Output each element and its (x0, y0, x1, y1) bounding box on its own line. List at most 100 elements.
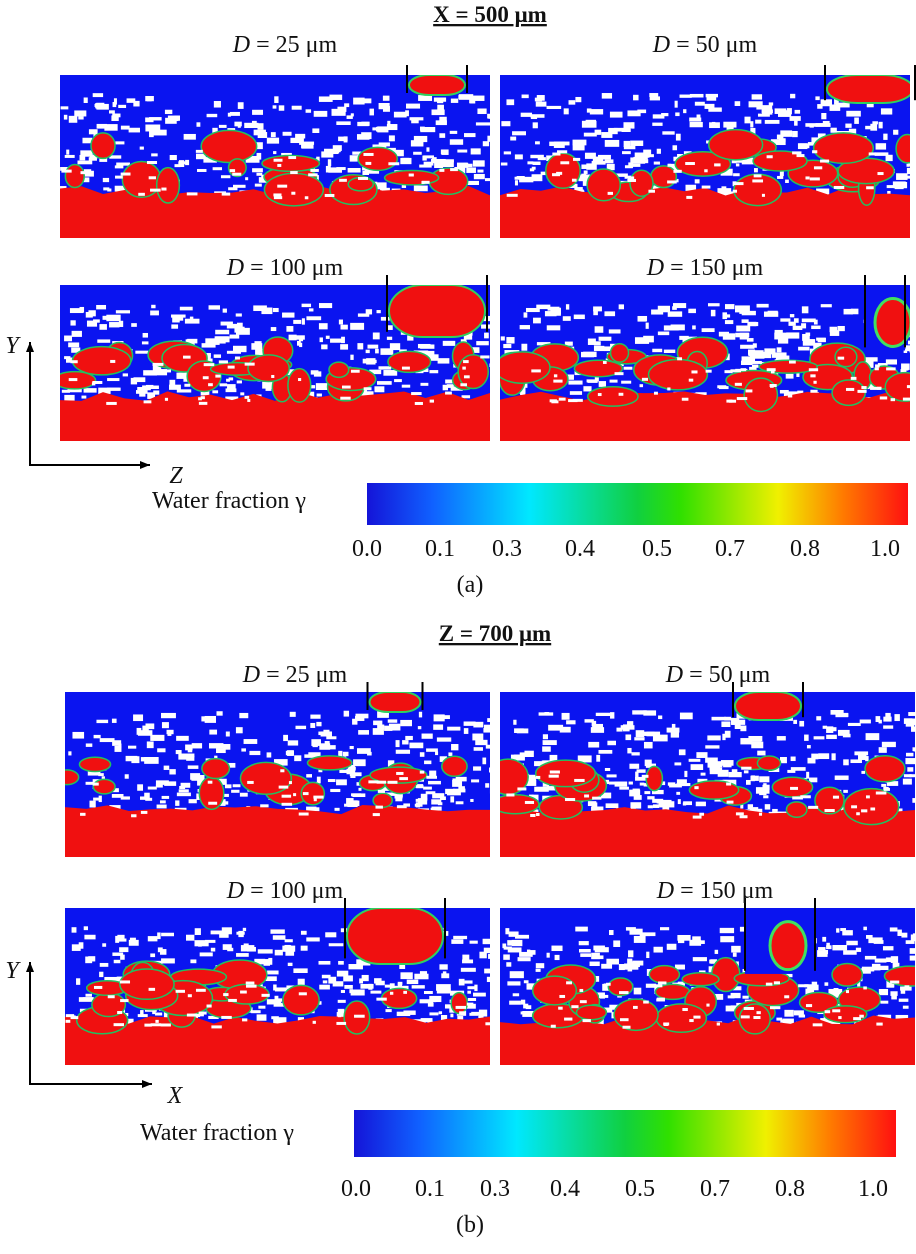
fibre (527, 161, 534, 165)
fibre (270, 327, 277, 332)
fibre (395, 796, 403, 802)
fibre (195, 988, 206, 992)
fibre (98, 773, 104, 777)
frame-variable: D (665, 662, 683, 688)
fibre (396, 771, 404, 775)
fibre (150, 953, 156, 958)
fibre (647, 154, 654, 158)
frame-value: = 25 μm (260, 662, 347, 688)
fibre (429, 1012, 439, 1016)
fibre (889, 927, 898, 932)
fibre (380, 348, 394, 355)
fibre (103, 187, 110, 191)
fibre (426, 354, 439, 361)
fibre (225, 388, 237, 393)
fibre (817, 133, 826, 139)
fibre (431, 806, 442, 811)
fibre (689, 117, 702, 122)
fibre (631, 752, 640, 756)
fibre (420, 1018, 433, 1023)
fibre (829, 326, 838, 333)
fibre (913, 747, 915, 752)
fibre (790, 767, 806, 771)
fibre (473, 721, 484, 728)
fibre (572, 143, 585, 151)
fibre (726, 782, 732, 786)
fibre (228, 385, 234, 389)
fibre (503, 343, 512, 349)
fibre (550, 1024, 556, 1028)
fibre (372, 184, 386, 189)
fibre (179, 306, 193, 311)
fibre (433, 714, 445, 722)
fibre (450, 98, 459, 103)
fibre (546, 105, 562, 110)
fibre (356, 748, 371, 754)
fibre (533, 317, 541, 324)
fibre (452, 780, 463, 787)
fibre (429, 399, 435, 403)
fibre (752, 343, 757, 348)
fibre (683, 801, 693, 806)
fibre (395, 749, 411, 754)
fibre (780, 130, 793, 137)
fibre (277, 163, 282, 167)
fibre (801, 306, 809, 314)
fibre (880, 1000, 889, 1004)
fibre (817, 104, 823, 109)
frame-variable: D (226, 255, 244, 281)
fibre (730, 369, 742, 373)
fibre (508, 931, 519, 937)
fibre (155, 1019, 159, 1023)
fibre (710, 309, 716, 317)
fibre (128, 127, 140, 133)
simulation-frame (500, 692, 915, 857)
fibre (764, 119, 780, 124)
fibre (343, 975, 353, 982)
fibre (375, 980, 385, 986)
fibre (397, 983, 403, 988)
fibre (64, 394, 75, 401)
fibre (315, 383, 329, 390)
fibre (143, 370, 157, 376)
fibre (266, 752, 272, 758)
fibre (784, 1009, 794, 1017)
fibre (633, 795, 642, 800)
fibre (677, 153, 684, 158)
fibre (200, 390, 210, 396)
fibre (692, 936, 701, 941)
water-bulk (60, 391, 490, 441)
fibre (291, 105, 302, 110)
water-blob (357, 146, 399, 172)
fibre (457, 1016, 464, 1022)
fibre (826, 945, 832, 950)
fibre (517, 957, 531, 962)
fibre (340, 989, 345, 993)
fibre (88, 129, 98, 135)
fibre (71, 330, 82, 337)
fibre (405, 110, 409, 117)
fibre (115, 175, 123, 179)
fibre (761, 108, 773, 115)
fibre (658, 981, 667, 985)
fibre (195, 149, 203, 153)
fibre (520, 112, 533, 117)
fibre (476, 341, 489, 346)
fibre (470, 148, 481, 155)
fibre (566, 374, 574, 380)
fibre (820, 304, 832, 308)
fibre (313, 371, 322, 377)
fibre (531, 166, 536, 170)
fibre (175, 989, 185, 993)
fibre (420, 793, 428, 801)
fibre (750, 775, 759, 781)
fibre (455, 801, 464, 805)
fibre (718, 386, 729, 390)
fibre (809, 177, 820, 181)
fibre (104, 124, 118, 131)
water-blob (300, 781, 326, 806)
fibre (806, 771, 810, 779)
fibre (843, 308, 853, 315)
fibre (470, 798, 474, 802)
fibre (600, 792, 612, 799)
